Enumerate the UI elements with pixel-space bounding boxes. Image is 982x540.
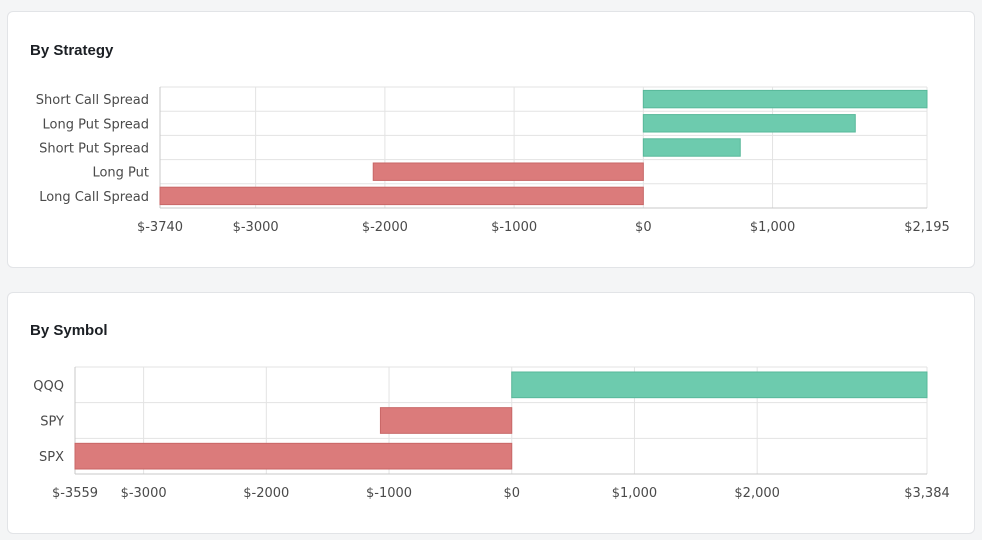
strategy-bar-chart: Short Call Spread Long Put Spread Short Pu… (36, 86, 950, 235)
bar[interactable] (379, 407, 513, 434)
x-tick-label: $0 (503, 486, 520, 501)
bar[interactable] (642, 114, 856, 133)
category-label: Short Put Spread (39, 142, 149, 157)
strategy-chart-title: By Strategy (30, 42, 114, 59)
x-tick-label: $-3000 (233, 220, 279, 235)
category-label: Long Put (92, 166, 149, 181)
symbol-chart-card: By Symbol QQQ SPY SPX $-3559 $-3000 $-2000 $-1… (7, 292, 975, 534)
bar[interactable] (511, 371, 928, 399)
x-tick-label: $-3559 (52, 486, 98, 501)
x-tick-label: $-2000 (362, 220, 408, 235)
x-tick-label: $-3740 (137, 220, 183, 235)
strategy-chart-card: By Strategy Short Call Spread Long Put Sp… (7, 11, 975, 268)
symbol-bar-chart: QQQ SPY SPX $-3559 $-3000 $-2000 $-1000 $0 $1,00… (33, 366, 950, 501)
category-label: Long Call Spread (39, 190, 149, 205)
x-tick-label: $0 (635, 220, 652, 235)
category-label: SPY (40, 415, 64, 430)
x-tick-label: $-2000 (243, 486, 289, 501)
x-tick-label: $3,384 (904, 486, 950, 501)
bar[interactable] (74, 442, 513, 470)
x-tick-label: $1,000 (750, 220, 796, 235)
bar[interactable] (372, 162, 644, 181)
x-tick-label: $1,000 (612, 486, 658, 501)
category-label: Long Put Spread (43, 117, 149, 132)
category-label: QQQ (33, 379, 64, 394)
bar[interactable] (642, 89, 928, 109)
x-tick-label: $-1000 (366, 486, 412, 501)
symbol-chart-title: By Symbol (30, 322, 108, 339)
bar[interactable] (159, 186, 644, 206)
category-label: Short Call Spread (36, 93, 149, 108)
x-tick-label: $2,195 (904, 220, 950, 235)
x-tick-label: $2,000 (734, 486, 780, 501)
category-label: SPX (39, 450, 64, 465)
x-tick-label: $-3000 (121, 486, 167, 501)
bar[interactable] (642, 138, 741, 157)
x-tick-label: $-1000 (491, 220, 537, 235)
